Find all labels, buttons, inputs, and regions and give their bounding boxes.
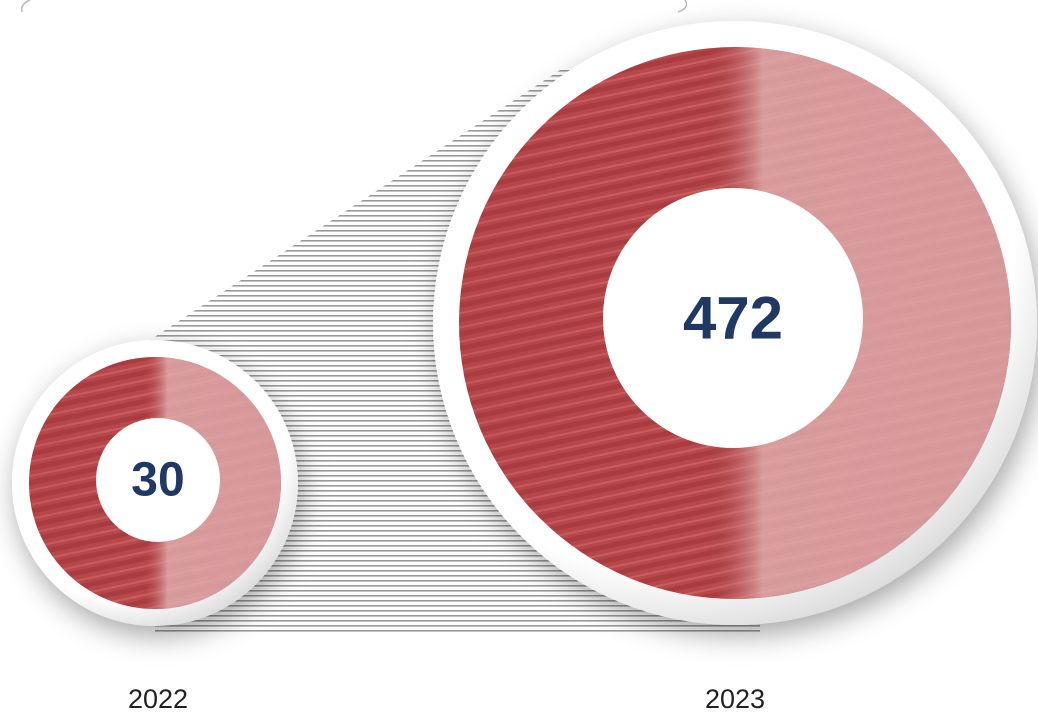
value: 472 (683, 285, 783, 352)
infographic: 472 30 2022 2023 (0, 0, 1038, 718)
year-label: 2022 (128, 684, 188, 714)
circle-2023: 472 (433, 21, 1037, 625)
frame-edge (22, 0, 687, 12)
value: 30 (131, 454, 184, 507)
page: {"items": [{"year": "2022", "value": 30}… (0, 0, 1038, 718)
year-label: 2023 (705, 684, 765, 714)
circle-2022: 30 (12, 340, 298, 626)
